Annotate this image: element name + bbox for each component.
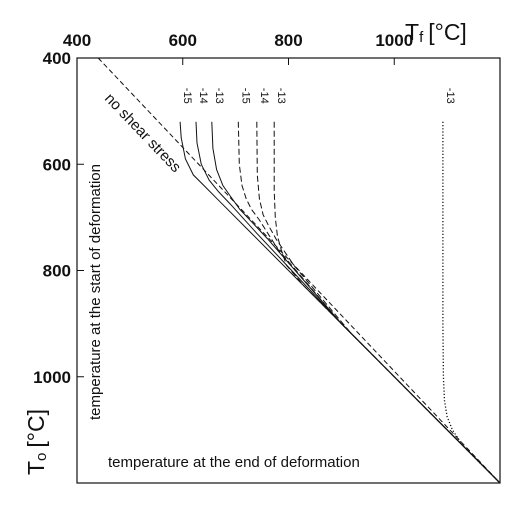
x-axis-symbol: Tf [°C] [405,19,467,46]
y-axis-annotation: temperature at the start of deformation [87,164,104,420]
y-tick-label: 800 [43,262,71,281]
y-axis-symbol: To[°C] [23,409,50,475]
x-tick-label: 800 [274,31,302,50]
curve-label: -14 [197,88,209,104]
curve-dashed-m14 [256,121,501,484]
x-axis-annotation: temperature at the end of deformation [108,454,360,471]
y-tick-label: 400 [43,49,71,68]
curve-label: -14 [258,88,270,104]
x-tick-label: 400 [63,31,91,50]
x-tick-label: 600 [169,31,197,50]
no-shear-stress-line [97,57,501,484]
x-tick-label: 1000 [375,31,413,50]
x-axis-ticks: 400 600 800 1000 [63,31,413,65]
curve-label: -13 [213,88,225,104]
curve-label: -15 [181,88,193,104]
curve-solid-m13 [211,121,501,484]
curve-labels: -15 -14 -13 -15 -14 -13 -13 [181,88,456,104]
curve-solid-m14 [195,121,501,484]
y-tick-label: 1000 [33,368,71,387]
y-tick-label: 600 [43,155,71,174]
curve-label: -13 [275,88,287,104]
curve-dotted-m13 [442,121,501,484]
curve-dashed-m13 [273,121,501,484]
curve-label: -15 [239,88,251,104]
curves [179,121,501,484]
y-axis-ticks: 400 600 800 1000 [33,49,84,387]
curve-label: -13 [444,88,456,104]
no-shear-stress-label: no shear stress [101,90,184,176]
curve-dashed-m15 [237,121,501,484]
